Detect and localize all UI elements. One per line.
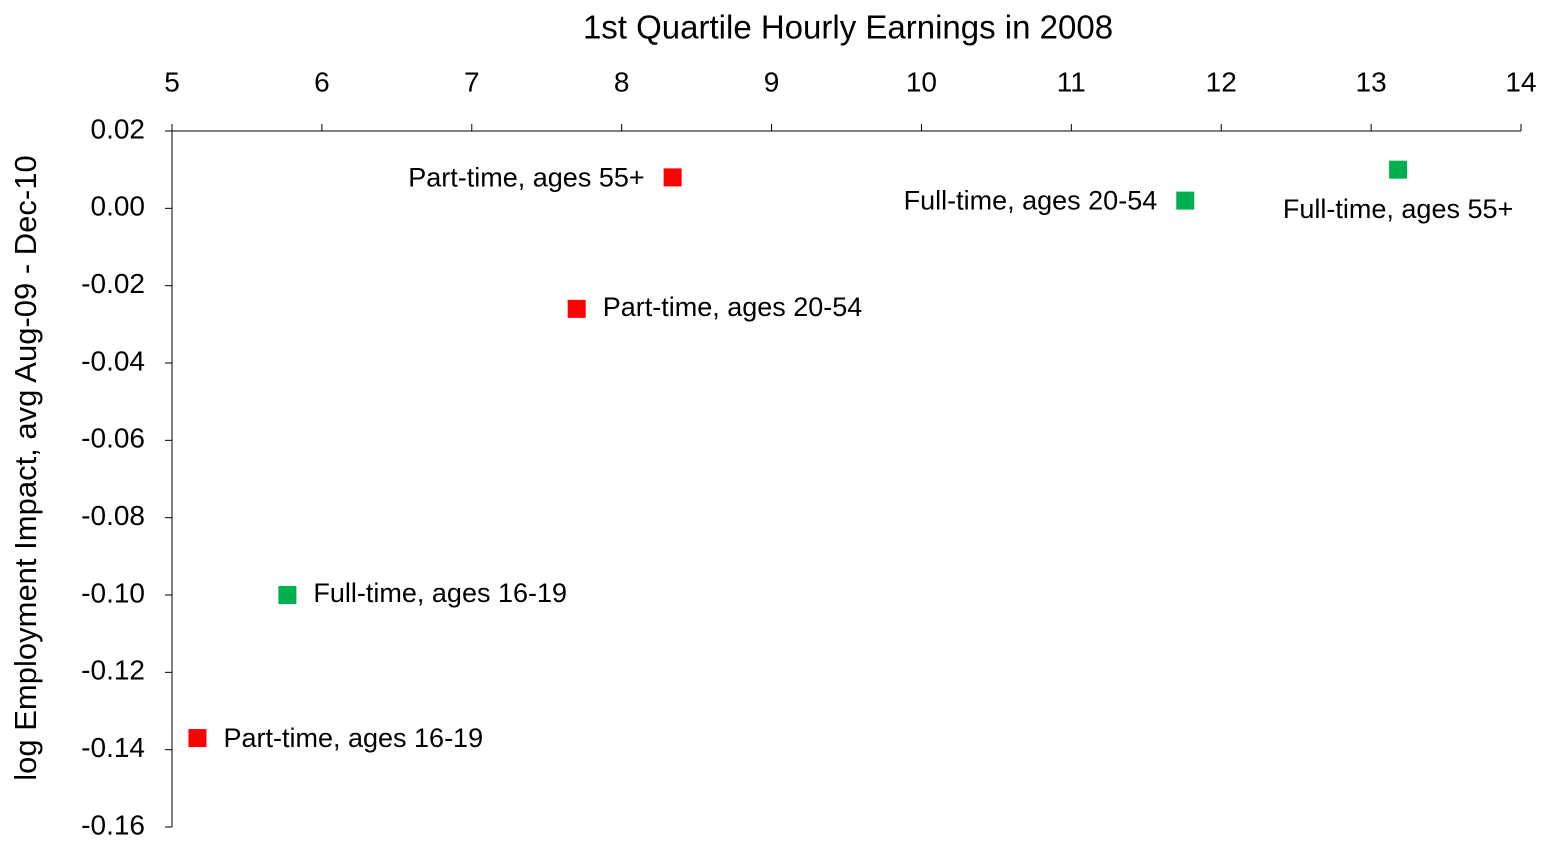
- point: [663, 168, 682, 187]
- y-tick-label: 0.00: [91, 191, 146, 222]
- y-tick-label: -0.10: [81, 577, 145, 608]
- point-label: Part-time, ages 55+: [408, 163, 644, 193]
- x-tick-label: 5: [164, 66, 180, 97]
- point-label: Full-time, ages 20-54: [904, 186, 1158, 216]
- point-label: Full-time, ages 55+: [1283, 194, 1513, 224]
- x-axis-title: 1st Quartile Hourly Earnings in 2008: [583, 9, 1113, 46]
- point: [567, 299, 586, 318]
- y-tick-label: 0.02: [91, 113, 146, 144]
- y-tick-label: -0.14: [81, 732, 145, 763]
- y-tick-label: -0.02: [81, 268, 145, 299]
- x-tick-label: 11: [1057, 66, 1086, 97]
- point: [188, 729, 207, 748]
- y-axis-title: log Employment Impact, avg Aug-09 - Dec-…: [8, 155, 43, 780]
- x-tick-label: 8: [614, 66, 630, 97]
- point-label: Part-time, ages 20-54: [603, 292, 863, 322]
- x-tick-label: 14: [1505, 66, 1536, 97]
- x-tick-label: 7: [464, 66, 480, 97]
- x-tick-label: 10: [906, 66, 937, 97]
- x-tick-label: 9: [764, 66, 780, 97]
- y-tick-label: -0.12: [81, 655, 145, 686]
- x-tick-label: 13: [1356, 66, 1387, 97]
- x-tick-label: 12: [1206, 66, 1237, 97]
- point-label: Full-time, ages 16-19: [313, 578, 567, 608]
- y-tick-label: -0.16: [81, 809, 145, 840]
- y-tick-label: -0.04: [81, 345, 145, 376]
- point: [1389, 160, 1408, 179]
- y-tick-label: -0.08: [81, 500, 145, 531]
- point: [278, 586, 297, 604]
- x-tick-label: 6: [314, 66, 330, 97]
- point: [1176, 191, 1195, 210]
- point-label: Part-time, ages 16-19: [223, 723, 483, 753]
- y-tick-label: -0.06: [81, 423, 145, 454]
